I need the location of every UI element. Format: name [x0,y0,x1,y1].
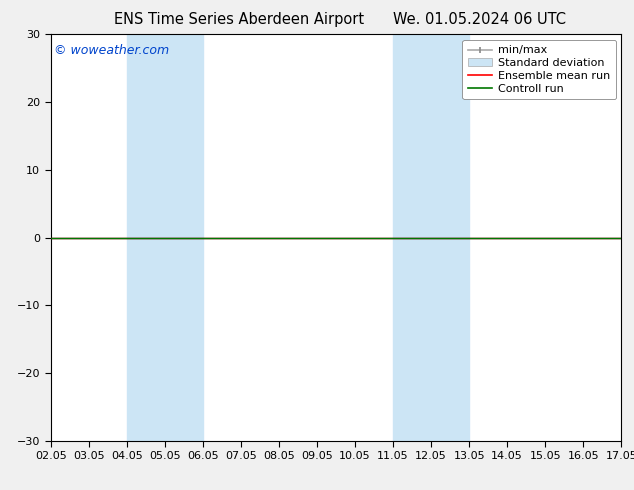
Legend: min/max, Standard deviation, Ensemble mean run, Controll run: min/max, Standard deviation, Ensemble me… [462,40,616,99]
Bar [127,34,165,441]
Bar [393,34,431,441]
Text: © woweather.com: © woweather.com [53,45,169,57]
Text: We. 01.05.2024 06 UTC: We. 01.05.2024 06 UTC [393,12,566,27]
Text: ENS Time Series Aberdeen Airport: ENS Time Series Aberdeen Airport [114,12,365,27]
Bar [431,34,469,441]
Bar [165,34,203,441]
